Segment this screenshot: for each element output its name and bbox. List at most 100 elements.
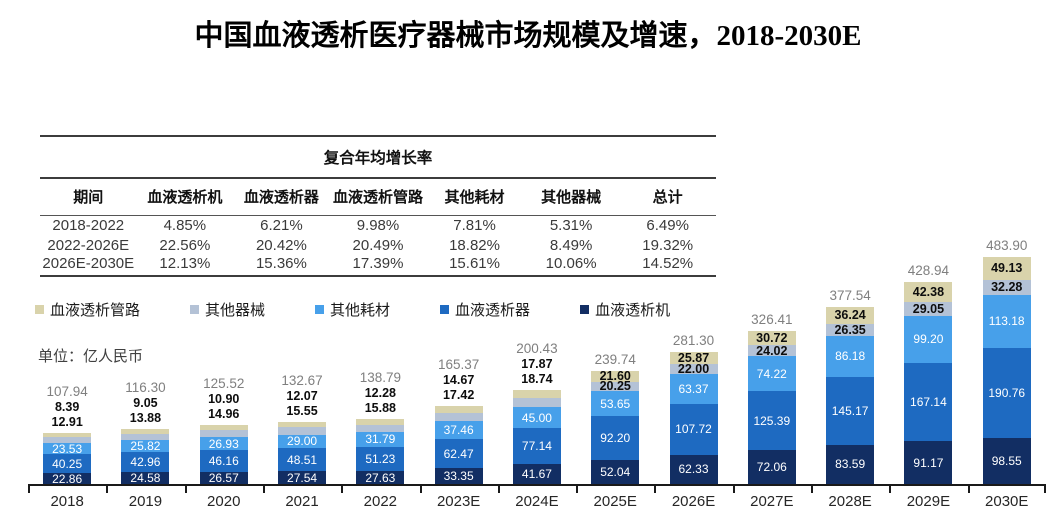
total-value-label: 132.67	[281, 372, 323, 388]
x-axis-label: 2028E	[828, 493, 872, 510]
cagr-cell: 6.21%	[260, 216, 303, 234]
segment-value-label: 107.72	[675, 422, 712, 437]
bar-segment	[121, 429, 170, 434]
bar-segment: 20.25	[591, 379, 640, 394]
segment-value-label: 27.54	[287, 470, 318, 485]
cagr-table-body: 2018-2022 4.85% 6.21% 9.98% 7.81% 5.31% 6.49% 2…	[40, 215, 716, 277]
cagr-cell: 15.61%	[426, 255, 523, 277]
bar: 29.00 48.51 27.54	[278, 421, 327, 485]
segment-value-label: 17.87	[521, 356, 553, 371]
bar-segment: 52.04	[591, 459, 640, 484]
bar-segment: 53.65	[591, 391, 640, 417]
segment-value-label: 37.46	[443, 423, 474, 438]
segment-value-label: 33.35	[443, 469, 474, 484]
axis-tick	[106, 486, 109, 493]
segment-value-label: 91.17	[913, 455, 944, 470]
bar-segment: 92.20	[591, 416, 640, 460]
cagr-cell: 5.31%	[549, 216, 593, 234]
segment-value-label: 41.67	[521, 467, 552, 482]
bar-segment: 40.25	[43, 454, 92, 474]
x-axis-label: 2026E	[671, 493, 716, 510]
bar-segment	[199, 430, 248, 438]
segment-value-label: 42.38	[912, 285, 945, 300]
bar-labels-above: 239.74	[568, 352, 662, 368]
bar-column: 138.79 12.28 15.88 31.79 51.23 27.63 2022	[341, 232, 419, 510]
bar-segment: 86.18	[826, 336, 875, 377]
bar-segment: 22.86	[43, 472, 92, 486]
segment-value-label: 63.37	[678, 382, 709, 397]
axis-tick	[1044, 486, 1046, 493]
cagr-cell: 18.82%	[449, 236, 500, 254]
bar: 23.53 40.25 22.86	[43, 433, 92, 486]
bar-segment: 23.53	[43, 442, 92, 456]
segment-value-label: 36.24	[834, 308, 866, 323]
segment-value-label: 14.67	[442, 373, 475, 388]
bar-segment: 62.47	[434, 438, 483, 469]
cagr-cell: 2026E-2030E	[40, 255, 137, 277]
total-value-label: 483.90	[986, 237, 1028, 253]
cagr-cell: 17.39%	[329, 255, 427, 277]
segment-value-label: 29.05	[912, 302, 945, 317]
chart-legend: 血液透析管路 其他器械 其他耗材 血液透析器 血液透析机	[35, 299, 670, 320]
cagr-cell: 15.36%	[233, 255, 330, 277]
axis-tick	[419, 486, 422, 493]
segment-value-label: 18.74	[521, 371, 553, 386]
segment-value-label: 40.25	[52, 456, 83, 471]
segment-value-label: 24.58	[130, 471, 161, 486]
bar-segment	[356, 424, 405, 433]
legend-swatch	[315, 305, 325, 314]
total-value-label: 138.79	[359, 369, 401, 385]
segment-value-label: 12.91	[51, 415, 83, 430]
bar-segment: 145.17	[826, 376, 875, 445]
segment-value-label: 167.14	[910, 394, 947, 409]
x-axis-label: 2027E	[750, 493, 794, 510]
cagr-cell: 12.13%	[136, 255, 234, 277]
x-axis-label: 2029E	[906, 493, 951, 510]
bar-column: 326.41 30.72 24.02 74.22 125.39 72.06 2027E	[733, 232, 811, 510]
segment-value-label: 52.04	[600, 464, 631, 479]
bar: 42.38 29.05 99.20 167.14 91.17	[904, 282, 953, 484]
segment-value-label: 15.88	[364, 400, 396, 415]
cagr-cell: 19.32%	[642, 236, 694, 254]
total-value-label: 281.30	[672, 332, 715, 348]
segment-value-label: 15.55	[286, 403, 318, 418]
bar-labels-above: 377.54	[803, 288, 897, 304]
cagr-cell: 2022-2026E	[47, 236, 130, 254]
bar-labels-above: 200.43 17.87 18.74	[490, 341, 584, 387]
segment-value-label: 125.39	[753, 413, 791, 428]
cagr-table-row: 2018-2022 4.85% 6.21% 9.98% 7.81% 5.31% 6.49%	[40, 215, 716, 235]
cagr-cell: 14.52%	[619, 255, 716, 277]
axis-tick	[732, 486, 735, 493]
total-value-label: 200.43	[516, 340, 558, 356]
cagr-cell: 8.49%	[549, 236, 593, 254]
bar-segment: 42.38	[904, 282, 953, 303]
bar-labels-above: 132.67 12.07 15.55	[255, 373, 349, 419]
segment-value-label: 53.65	[600, 396, 631, 411]
bar-segment: 48.51	[278, 448, 327, 472]
cagr-column-header: 其他器械	[522, 178, 620, 216]
segment-value-label: 45.00	[521, 410, 552, 425]
bar-labels-above: 116.30 9.05 13.88	[98, 380, 192, 426]
bar-segment: 45.00	[512, 407, 561, 429]
bar-segment	[512, 398, 561, 408]
cagr-column-header: 其他耗材	[426, 178, 523, 216]
bar-column: 116.30 9.05 13.88 25.82 42.96 24.58 2019	[106, 232, 184, 510]
bar-segment: 22.00	[669, 362, 718, 377]
segment-value-label: 26.93	[208, 436, 239, 451]
bar-segment: 24.58	[121, 471, 170, 486]
bar-segment: 167.14	[904, 362, 953, 442]
legend-label: 血液透析机	[595, 302, 671, 319]
bar: 31.79 51.23 27.63	[356, 418, 405, 485]
axis-tick	[184, 486, 187, 493]
cagr-column-header: 总计	[619, 178, 716, 216]
bar-segment	[43, 433, 92, 438]
bar-segment: 49.13	[982, 256, 1031, 280]
segment-value-label: 20.25	[599, 379, 631, 394]
legend-label: 血液透析管路	[50, 302, 141, 319]
bar-column: 377.54 36.24 26.35 86.18 145.17 83.59 2028E	[811, 232, 889, 510]
bar-segment	[434, 413, 483, 422]
bar-segment: 51.23	[356, 446, 405, 472]
total-value-label: 239.74	[594, 352, 636, 368]
segment-value-label: 22.00	[677, 362, 710, 377]
